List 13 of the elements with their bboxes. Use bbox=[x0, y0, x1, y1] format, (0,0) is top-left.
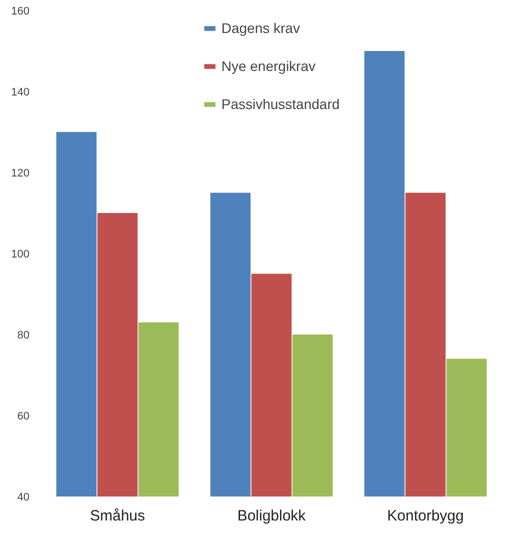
x-tick-label: Boligblokk bbox=[237, 508, 306, 524]
y-tick-label: 40 bbox=[17, 492, 30, 504]
y-tick-label: 60 bbox=[17, 410, 30, 422]
y-tick-label: 160 bbox=[11, 6, 30, 18]
y-tick-label: 80 bbox=[17, 330, 30, 342]
y-tick-label: 100 bbox=[11, 248, 30, 260]
y-tick-label: 140 bbox=[11, 86, 30, 98]
x-tick-label: Kontorbygg bbox=[387, 508, 464, 524]
legend-label: Dagens krav bbox=[221, 20, 300, 36]
legend-label: Nye energikrav bbox=[221, 58, 316, 74]
legend-label: Passivhusstandard bbox=[221, 96, 340, 112]
x-tick-label: Småhus bbox=[90, 508, 146, 524]
y-tick-label: 120 bbox=[11, 168, 30, 180]
